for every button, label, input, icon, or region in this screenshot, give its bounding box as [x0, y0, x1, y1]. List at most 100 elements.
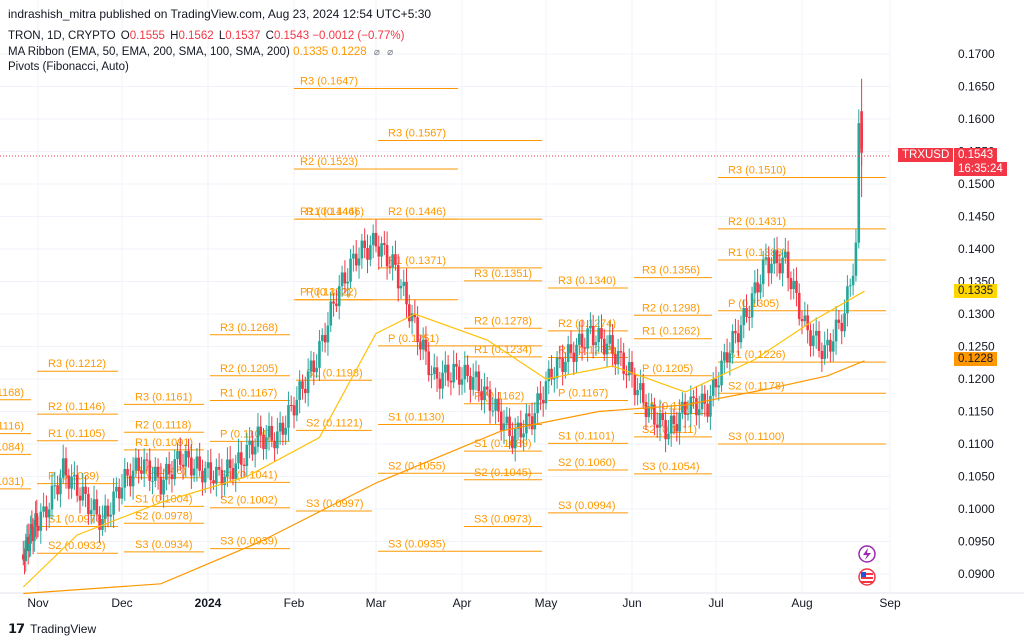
candle-body — [326, 325, 330, 343]
candle-body — [223, 476, 226, 486]
candle-body — [131, 470, 135, 487]
candle-body — [441, 372, 444, 389]
candle-body — [349, 258, 352, 282]
candle-body — [67, 475, 71, 489]
candle-body — [42, 506, 45, 512]
candle-body — [64, 458, 68, 476]
candle-body — [123, 468, 127, 488]
candle-body — [374, 232, 378, 247]
candle-body — [410, 313, 414, 322]
legend-close: 0.1543 — [273, 30, 310, 42]
event-badges[interactable] — [855, 545, 881, 594]
legend-ohlc-row[interactable]: TRON, 1D, CRYPTO O0.1555 H0.1562 L0.1537… — [8, 29, 404, 45]
candle-body — [405, 281, 408, 305]
legend-c-label: C — [265, 30, 274, 42]
hidden-icon[interactable]: ⌀ — [387, 46, 394, 58]
candle-body — [396, 264, 400, 289]
pivot-label: P (0.1205) — [642, 363, 693, 375]
candle-body — [494, 398, 497, 411]
candle-body — [809, 330, 812, 347]
legend-ma2-value: 0.1228 — [331, 45, 367, 58]
pivot-label: S1 (0.1130) — [388, 412, 445, 424]
pivot-label: R1 (0.1167) — [220, 387, 277, 399]
y-tick-label: 0.1700 — [958, 47, 995, 61]
candle-body — [539, 393, 542, 400]
candle-body — [352, 253, 355, 259]
candle-body — [566, 344, 570, 362]
pivot-label: S1 (0.1198) — [306, 367, 363, 379]
candle-body — [61, 458, 65, 478]
candle-body — [725, 352, 729, 363]
pivot-label: S2 (0.1121) — [306, 417, 363, 429]
y-tick-label: 0.1500 — [958, 177, 995, 191]
x-tick-label: Dec — [111, 596, 132, 610]
candle-body — [73, 474, 76, 477]
candle-body — [248, 440, 251, 445]
candle-body — [505, 416, 509, 424]
candle-body — [778, 263, 782, 274]
candle-body — [129, 475, 132, 487]
candle-body — [70, 476, 73, 489]
candle-body — [134, 457, 138, 471]
candle-body — [363, 240, 366, 248]
candle-body — [483, 386, 486, 401]
pivot-label: (0.1031) — [0, 476, 24, 488]
candle-body — [50, 485, 54, 510]
candle-body — [709, 395, 712, 417]
candle-body — [346, 281, 350, 284]
pivot-label: S3 (0.0939) — [220, 536, 277, 548]
candle-body — [21, 554, 25, 560]
pivot-label: R3 (0.1268) — [220, 322, 278, 334]
candle-body — [217, 466, 221, 470]
y-tick-label: 0.0900 — [958, 567, 995, 581]
candle-body — [644, 402, 648, 418]
candle-body — [109, 514, 113, 517]
candle-body — [477, 371, 481, 392]
pivot-label: P (0.1305) — [728, 298, 779, 310]
candle-body — [457, 366, 461, 385]
candle-body — [499, 411, 503, 431]
pivot-label: R2 (0.1298) — [642, 302, 700, 314]
candle-body — [449, 380, 453, 383]
pivot-label: P (0.1039) — [48, 471, 99, 483]
candle-body — [399, 285, 403, 289]
candle-body — [572, 352, 576, 362]
pivot-label: P (0.1251) — [388, 333, 439, 345]
y-tick-label: 0.1200 — [958, 372, 995, 386]
y-tick-label: 0.1400 — [958, 242, 995, 256]
candle-body — [262, 434, 265, 450]
candle-body — [81, 486, 85, 501]
candle-body — [278, 422, 282, 432]
candle-body — [502, 423, 506, 431]
candle-body — [508, 416, 511, 436]
legend-pivots-row[interactable]: Pivots (Fibonacci, Auto) — [8, 60, 404, 76]
candle-body — [39, 511, 43, 531]
candle-body — [820, 350, 824, 359]
candle-body — [137, 457, 140, 471]
candle-body — [736, 333, 740, 343]
candle-body — [320, 334, 324, 341]
candle-body — [745, 307, 748, 317]
footer-brand: TradingView — [30, 622, 97, 636]
candle-body — [817, 330, 821, 351]
candle-body — [692, 396, 695, 399]
candle-body — [304, 388, 307, 394]
pivot-label: R1 (0.1262) — [642, 326, 700, 338]
ema50-line — [22, 290, 865, 588]
candle-body — [75, 474, 79, 496]
candle-body — [226, 459, 229, 477]
candle-body — [264, 437, 268, 450]
candle-body — [550, 368, 553, 380]
candle-body — [33, 526, 36, 542]
hidden-icon[interactable]: ⌀ — [373, 46, 380, 58]
candle-body — [156, 466, 160, 477]
x-tick-label: Feb — [284, 596, 305, 610]
legend-ma-ribbon-row[interactable]: MA Ribbon (EMA, 50, EMA, 200, SMA, 100, … — [8, 45, 404, 61]
candle-body — [95, 499, 99, 515]
pivot-label: R2 (0.1431) — [728, 216, 786, 228]
candle-body — [469, 375, 472, 390]
candle-body — [480, 391, 483, 401]
candle-body — [56, 485, 59, 495]
candle-body — [747, 316, 751, 318]
